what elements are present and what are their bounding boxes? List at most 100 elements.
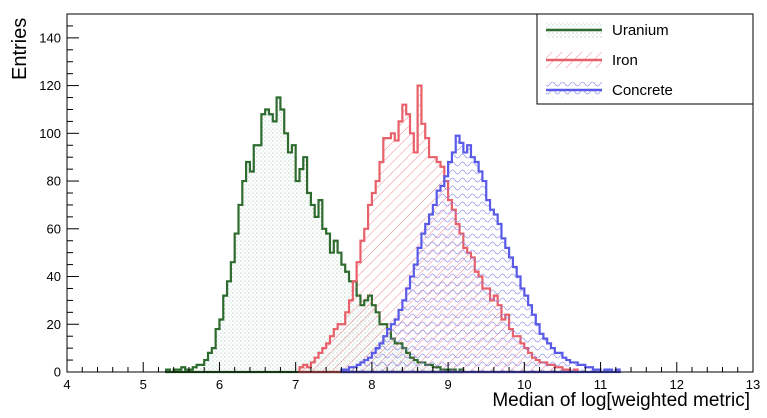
x-tick-label: 5 — [140, 377, 147, 392]
y-tick-label: 0 — [54, 365, 61, 380]
bin-concrete — [387, 329, 391, 372]
bin-concrete — [532, 315, 536, 372]
bin-uranium — [303, 157, 307, 372]
bin-concrete — [402, 300, 406, 372]
bin-concrete — [410, 277, 414, 372]
series-concrete — [340, 134, 621, 374]
bin-iron — [357, 262, 361, 372]
bin-concrete — [536, 324, 540, 372]
bin-uranium — [208, 353, 212, 372]
bin-concrete — [349, 367, 353, 372]
legend-label: Iron — [612, 52, 638, 69]
bin-concrete — [559, 353, 563, 372]
bin-concrete — [395, 319, 399, 372]
bin-concrete — [421, 234, 425, 372]
legend-entry-concrete: Concrete — [546, 82, 673, 99]
bin-concrete — [528, 305, 532, 372]
bin-iron — [345, 312, 349, 372]
series-layer — [164, 84, 621, 374]
bin-concrete — [376, 348, 380, 372]
y-tick-label: 40 — [47, 269, 61, 284]
bin-concrete — [501, 238, 505, 372]
bin-uranium — [223, 296, 227, 372]
bin-concrete — [429, 214, 433, 372]
bin-uranium — [197, 365, 201, 372]
bin-concrete — [551, 348, 555, 372]
bin-iron — [319, 353, 323, 372]
bin-uranium — [235, 234, 239, 372]
bin-concrete — [433, 205, 437, 372]
bin-concrete — [471, 157, 475, 372]
bin-iron — [311, 362, 315, 372]
bin-concrete — [562, 358, 566, 372]
bin-iron — [353, 281, 357, 372]
bin-concrete — [467, 145, 471, 372]
bin-uranium — [284, 133, 288, 372]
bin-uranium — [181, 367, 185, 372]
bin-concrete — [364, 360, 368, 372]
bin-concrete — [357, 365, 361, 372]
bin-concrete — [444, 176, 448, 372]
bin-iron — [334, 329, 338, 372]
bin-uranium — [299, 169, 303, 372]
bin-concrete — [521, 288, 525, 372]
legend-label: Concrete — [612, 82, 673, 99]
bin-uranium — [231, 262, 235, 372]
bin-iron — [326, 343, 330, 372]
bin-uranium — [273, 121, 277, 372]
bin-uranium — [261, 114, 265, 372]
x-tick-label: 7 — [292, 377, 299, 392]
bin-concrete — [463, 152, 467, 372]
bin-concrete — [368, 358, 372, 372]
bin-concrete — [494, 214, 498, 372]
bin-concrete — [509, 257, 513, 372]
bin-uranium — [296, 181, 300, 372]
bin-concrete — [570, 362, 574, 372]
bin-concrete — [418, 248, 422, 372]
axis-layer: 4 5 6 7 8 9 10 11 12 13 0 20 40 60 80 100 120 140 — [39, 13, 760, 392]
y-tick-label: 140 — [39, 30, 61, 45]
x-axis-ticks: 4 5 6 7 8 9 10 11 12 13 — [63, 362, 760, 392]
bin-concrete — [456, 136, 460, 372]
x-tick-label: 4 — [63, 377, 70, 392]
bin-concrete — [578, 365, 582, 372]
bin-concrete — [574, 362, 578, 372]
bin-concrete — [452, 152, 456, 372]
bin-uranium — [269, 114, 273, 372]
bin-concrete — [391, 324, 395, 372]
y-tick-label: 100 — [39, 126, 61, 141]
bin-iron — [360, 241, 364, 372]
bin-concrete — [482, 181, 486, 372]
legend-entry-iron: Iron — [546, 52, 638, 69]
bin-concrete — [440, 186, 444, 372]
x-tick-label: 6 — [216, 377, 223, 392]
bin-concrete — [372, 353, 376, 372]
bin-uranium — [311, 205, 315, 372]
legend: Uranium Iron Concrete — [536, 13, 754, 105]
bin-concrete — [360, 362, 364, 372]
bin-uranium — [254, 145, 258, 372]
bin-iron — [299, 367, 303, 372]
y-axis-label: Entries — [9, 18, 31, 80]
bin-iron — [303, 365, 307, 372]
bin-concrete — [547, 343, 551, 372]
bin-uranium — [319, 200, 323, 372]
legend-label: Uranium — [612, 22, 669, 39]
bin-concrete — [353, 367, 357, 372]
bin-iron — [341, 324, 345, 372]
y-tick-label: 20 — [47, 317, 61, 332]
y-tick-label: 120 — [39, 78, 61, 93]
x-tick-label: 10 — [517, 377, 531, 392]
bin-concrete — [585, 367, 589, 372]
bin-uranium — [193, 367, 197, 372]
bin-concrete — [589, 367, 593, 372]
bin-concrete — [582, 365, 586, 372]
bin-uranium — [315, 217, 319, 372]
x-tick-label: 9 — [444, 377, 451, 392]
x-tick-label: 8 — [368, 377, 375, 392]
bin-concrete — [475, 162, 479, 372]
bin-iron — [322, 348, 326, 372]
bin-concrete — [399, 310, 403, 372]
bin-concrete — [566, 360, 570, 372]
bin-uranium — [204, 360, 208, 372]
